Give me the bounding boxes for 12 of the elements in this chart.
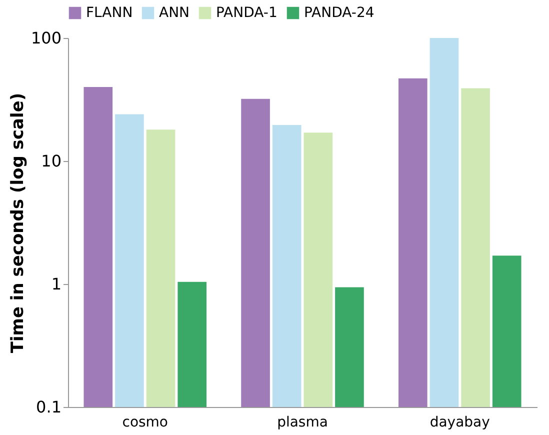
legend-label: PANDA-1 <box>216 5 278 21</box>
y-tick-label: 10 <box>41 152 62 170</box>
x-tick-label: dayabay <box>430 414 490 430</box>
legend-label: ANN <box>159 5 190 21</box>
y-tick-label: 100 <box>30 28 62 48</box>
y-tick-label: 0.1 <box>36 398 62 416</box>
x-tick-label: plasma <box>277 414 328 430</box>
legend-label: FLANN <box>86 5 133 21</box>
y-tick-label: 1 <box>51 274 62 294</box>
x-tick-label: cosmo <box>122 414 168 430</box>
y-axis-title: Time in seconds (log scale) <box>8 92 28 354</box>
legend-label: PANDA-24 <box>304 5 374 21</box>
